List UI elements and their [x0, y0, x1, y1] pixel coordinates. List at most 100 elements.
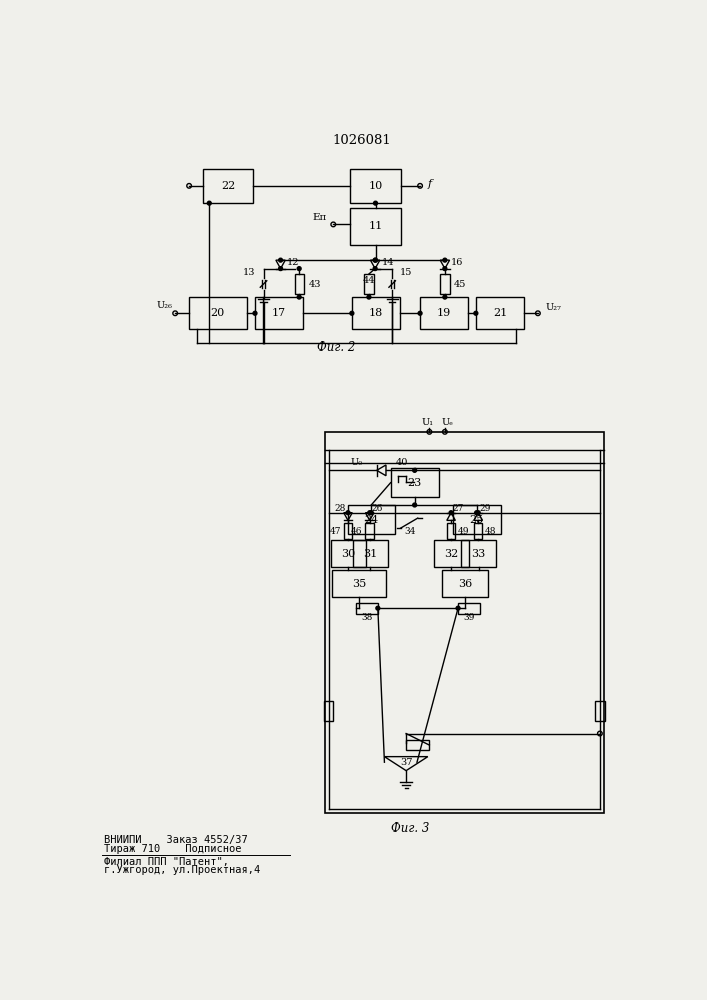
Circle shape [368, 511, 372, 515]
Bar [391, 468, 438, 497]
Text: 21: 21 [493, 308, 507, 318]
Bar [352, 297, 400, 329]
Circle shape [373, 258, 378, 262]
Circle shape [449, 511, 453, 515]
Text: f: f [428, 179, 432, 189]
Text: 23: 23 [407, 478, 422, 488]
Circle shape [373, 258, 377, 262]
Circle shape [413, 468, 416, 472]
Text: 38: 38 [361, 613, 373, 622]
Bar [406, 740, 429, 750]
Text: Uₑ: Uₑ [442, 418, 454, 427]
Text: 39: 39 [463, 613, 474, 622]
Bar [458, 603, 480, 614]
Circle shape [474, 311, 478, 315]
Text: 14: 14 [381, 258, 394, 267]
Text: 15: 15 [400, 268, 412, 277]
Text: U₀: U₀ [351, 458, 363, 467]
Bar [442, 570, 489, 597]
Circle shape [376, 606, 380, 610]
Text: 48: 48 [484, 527, 496, 536]
Circle shape [369, 511, 373, 515]
Text: 44: 44 [363, 276, 375, 285]
Text: 30: 30 [341, 549, 356, 559]
Text: 35: 35 [352, 579, 366, 589]
Text: 25: 25 [469, 515, 484, 525]
Text: 43: 43 [308, 280, 321, 289]
Text: 11: 11 [368, 221, 382, 231]
Circle shape [418, 311, 422, 315]
Bar [356, 603, 378, 614]
Bar [351, 169, 401, 203]
Text: 37: 37 [400, 758, 412, 767]
Text: Фиг. 2: Фиг. 2 [317, 341, 356, 354]
Circle shape [443, 295, 447, 299]
Bar [324, 701, 333, 721]
Text: 49: 49 [457, 527, 469, 536]
Text: 1026081: 1026081 [332, 134, 392, 147]
Text: 45: 45 [454, 280, 467, 289]
Bar [476, 297, 524, 329]
Text: Филиал ППП "Патент",: Филиал ППП "Патент", [104, 857, 229, 867]
Text: 13: 13 [243, 268, 256, 277]
Text: 36: 36 [458, 579, 472, 589]
Circle shape [413, 503, 416, 507]
Text: U₁: U₁ [422, 418, 434, 427]
Text: U₂₆: U₂₆ [156, 301, 172, 310]
Bar [353, 540, 387, 567]
Bar [295, 274, 304, 294]
Circle shape [373, 267, 377, 271]
Text: 12: 12 [287, 258, 299, 267]
Circle shape [474, 511, 479, 515]
Circle shape [373, 201, 378, 205]
Text: 32: 32 [444, 549, 459, 559]
Text: 17: 17 [272, 308, 286, 318]
Bar [434, 540, 469, 567]
Text: ВНИИПИ    Заказ 4552/37: ВНИИПИ Заказ 4552/37 [104, 835, 247, 845]
Text: 22: 22 [221, 181, 235, 191]
Text: 29: 29 [480, 504, 491, 513]
Circle shape [367, 295, 371, 299]
Circle shape [297, 295, 301, 299]
Bar [325, 432, 604, 813]
Circle shape [456, 606, 460, 610]
Circle shape [253, 311, 257, 315]
Bar [420, 297, 468, 329]
Text: 46: 46 [351, 527, 363, 536]
Text: 16: 16 [451, 258, 464, 267]
Bar [364, 274, 373, 294]
Bar [344, 523, 352, 539]
Text: г.Ужгород, ул.Проектная,4: г.Ужгород, ул.Проектная,4 [104, 865, 260, 875]
Bar [189, 297, 247, 329]
Text: 20: 20 [211, 308, 225, 318]
Text: 28: 28 [334, 504, 346, 513]
Text: 19: 19 [437, 308, 451, 318]
Circle shape [279, 267, 283, 271]
Text: 31: 31 [363, 549, 378, 559]
Circle shape [346, 511, 350, 515]
Circle shape [477, 511, 480, 515]
Bar [366, 523, 374, 539]
Bar [461, 540, 496, 567]
Bar [595, 701, 604, 721]
Text: 34: 34 [404, 527, 416, 536]
Bar [255, 297, 303, 329]
Text: 24: 24 [364, 515, 378, 525]
Bar [332, 570, 386, 597]
Bar [474, 523, 482, 539]
Bar [331, 540, 366, 567]
Text: Фиг. 3: Фиг. 3 [391, 822, 429, 835]
Bar [351, 208, 401, 245]
Bar [452, 505, 501, 534]
Text: 27: 27 [452, 504, 464, 513]
Circle shape [207, 201, 211, 205]
Bar [203, 169, 253, 203]
Text: Тираж 710    Подписное: Тираж 710 Подписное [104, 844, 241, 854]
Bar [447, 523, 455, 539]
Text: 26: 26 [371, 504, 382, 513]
Text: 47: 47 [329, 527, 341, 536]
Circle shape [443, 267, 447, 271]
Text: 10: 10 [368, 181, 382, 191]
Circle shape [443, 258, 447, 262]
Circle shape [279, 258, 283, 262]
